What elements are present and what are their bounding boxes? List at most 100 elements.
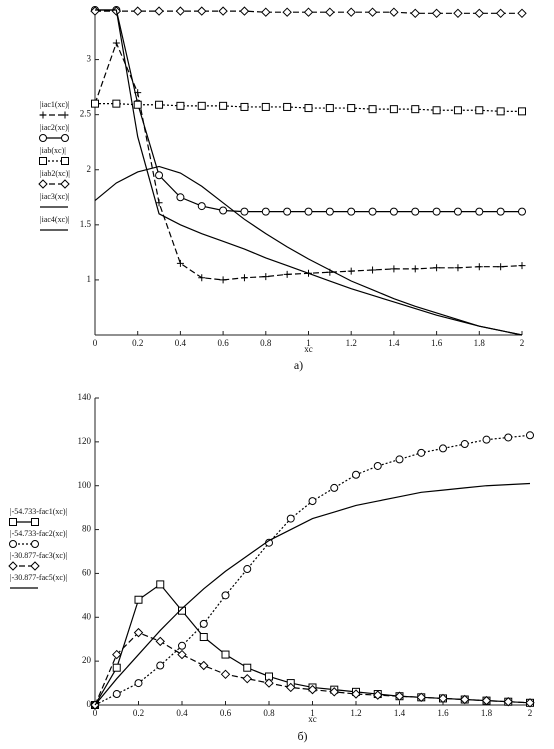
marker-circle (389, 207, 398, 216)
marker-plus (39, 111, 47, 119)
marker-diamond (282, 7, 292, 17)
marker-plus (240, 274, 248, 282)
marker-diamond (112, 649, 122, 660)
marker-circle (417, 448, 426, 457)
x-tick-label: 1 (310, 708, 315, 718)
marker-plus (61, 111, 69, 119)
legend-label: |-54.733-fac2(xc)| (10, 529, 67, 538)
x-tick-label: 1.4 (388, 338, 400, 348)
marker-circle (325, 207, 334, 216)
x-tick-label: 0.6 (220, 708, 232, 718)
marker-diamond (175, 6, 186, 16)
x-tick-label: 2 (528, 708, 533, 718)
y-tick-label: 100 (78, 480, 92, 490)
marker-diamond (303, 7, 314, 17)
marker-diamond (155, 636, 165, 647)
marker-circle (219, 206, 228, 215)
y-tick-label: 120 (78, 436, 92, 446)
marker-diamond (503, 697, 513, 707)
marker-diamond (410, 8, 420, 19)
marker-square (31, 518, 39, 526)
marker-diamond (373, 690, 383, 700)
marker-diamond (481, 695, 492, 706)
y-tick-label: 80 (82, 524, 92, 534)
x-tick-label: 1.8 (481, 708, 493, 718)
marker-diamond (242, 673, 252, 684)
marker-diamond (325, 7, 335, 17)
marker-circle (526, 431, 534, 440)
x-tick-label: 0 (93, 708, 98, 718)
marker-square (219, 101, 228, 110)
y-tick-label: 0 (87, 699, 92, 709)
legend-label: |iab2(xc)| (40, 169, 70, 178)
marker-circle (395, 455, 404, 464)
marker-diamond (218, 6, 228, 16)
marker-diamond (154, 6, 164, 16)
marker-circle (156, 661, 165, 670)
x-axis-label: xc (308, 714, 317, 724)
marker-square (240, 102, 249, 111)
marker-circle (31, 540, 39, 548)
y-tick-label: 1 (87, 274, 92, 284)
marker-circle (155, 171, 164, 180)
marker-plus (390, 265, 398, 273)
marker-circle (176, 193, 185, 202)
marker-diamond (517, 8, 527, 19)
marker-plus (262, 273, 270, 281)
x-tick-label: 0 (93, 338, 98, 348)
marker-square (9, 518, 17, 526)
x-tick-label: 1.2 (350, 708, 361, 718)
y-tick-label: 60 (82, 567, 92, 577)
x-tick-label: 0.2 (132, 338, 143, 348)
subtitle: б) (297, 729, 307, 743)
marker-circle (243, 565, 252, 574)
marker-plus (369, 266, 377, 274)
marker-circle (347, 207, 356, 216)
marker-circle (240, 207, 249, 216)
marker-square (197, 101, 206, 110)
marker-circle (39, 134, 47, 142)
marker-plus (411, 265, 419, 273)
marker-square (432, 106, 441, 115)
marker-square (134, 595, 143, 604)
marker-plus (518, 262, 526, 270)
x-tick-label: 0.4 (175, 338, 187, 348)
x-tick-label: 1.2 (346, 338, 357, 348)
marker-diamond (30, 561, 40, 571)
marker-circle (197, 202, 206, 211)
legend-label: |-54.733-fac1(xc)| (10, 507, 67, 516)
marker-circle (221, 591, 230, 600)
y-tick-label: 3 (87, 54, 92, 64)
legend-label: |-30.877-fac3(xc)| (10, 551, 67, 560)
x-tick-label: 1 (306, 338, 311, 348)
marker-plus (198, 274, 206, 282)
marker-diamond (286, 682, 296, 693)
x-tick-label: 0.6 (217, 338, 229, 348)
marker-plus (454, 264, 462, 272)
series-line (94, 41, 523, 281)
y-tick-label: 2.5 (80, 109, 92, 119)
marker-diamond (133, 627, 144, 638)
marker-diamond (346, 7, 356, 17)
marker-plus (475, 263, 483, 271)
marker-circle (261, 207, 270, 216)
marker-square (496, 107, 505, 116)
marker-square (475, 106, 484, 115)
marker-square (283, 102, 292, 111)
marker-square (518, 107, 526, 116)
marker-diamond (261, 7, 271, 17)
marker-circle (112, 690, 121, 699)
marker-circle (352, 470, 360, 479)
y-tick-label: 2 (87, 164, 92, 174)
x-tick-label: 1.8 (474, 338, 486, 348)
x-tick-label: 1.6 (431, 338, 443, 348)
marker-diamond (416, 692, 426, 703)
legend-label: |iac2(xc)| (40, 123, 69, 132)
marker-circle (368, 207, 377, 216)
marker-circle (178, 641, 186, 650)
marker-diamond (394, 691, 405, 701)
marker-circle (482, 435, 491, 444)
marker-square (61, 157, 69, 165)
marker-square (368, 105, 377, 114)
